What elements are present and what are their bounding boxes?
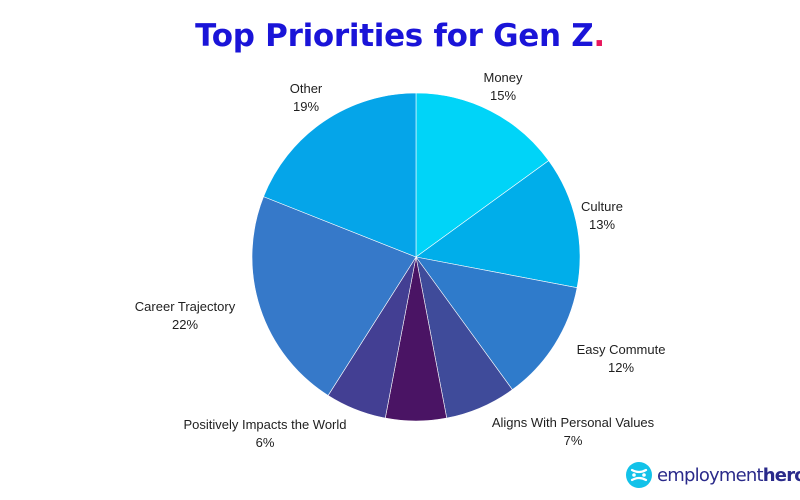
chart-title: Top Priorities for Gen Z. bbox=[0, 18, 800, 54]
pie-slice-easy-commute bbox=[415, 256, 578, 391]
slice-label-career-trajectory: Career Trajectory bbox=[135, 299, 236, 314]
brand-wordmark-part1: employment bbox=[657, 464, 764, 486]
brand-logo: employmenthero. bbox=[626, 461, 800, 489]
slice-value-money: 15% bbox=[490, 88, 516, 103]
slice-label-other: Other bbox=[290, 81, 323, 96]
slice-value-other: 19% bbox=[293, 99, 319, 114]
slice-value-easy-commute: 12% bbox=[608, 360, 634, 375]
brand-wordmark-part2: hero bbox=[762, 464, 800, 486]
pie-slice-culture bbox=[415, 160, 581, 289]
pie-slice-money bbox=[415, 92, 550, 258]
slice-label-positively-impacts-the-world: Positively Impacts the World bbox=[183, 417, 346, 432]
pie-slice-career-trajectory bbox=[251, 196, 417, 396]
slice-value-aligns-with-personal-values: 7% bbox=[564, 433, 583, 448]
slice-label-easy-commute: Easy Commute bbox=[577, 342, 666, 357]
brand-wordmark: employmenthero. bbox=[657, 465, 800, 486]
chart-title-text: Top Priorities for Gen Z bbox=[195, 18, 594, 54]
employment-hero-logo-icon bbox=[626, 462, 652, 488]
slice-label-aligns-with-personal-values: Aligns With Personal Values bbox=[492, 415, 655, 430]
slice-value-positively-impacts-the-world: 6% bbox=[256, 435, 275, 450]
slice-label-culture: Culture bbox=[581, 199, 623, 214]
pie-slice-other bbox=[263, 92, 417, 258]
slice-value-career-trajectory: 22% bbox=[172, 317, 198, 332]
title-accent-dot: . bbox=[593, 18, 605, 54]
slice-label-money: Money bbox=[483, 70, 523, 85]
slice-value-culture: 13% bbox=[589, 217, 615, 232]
